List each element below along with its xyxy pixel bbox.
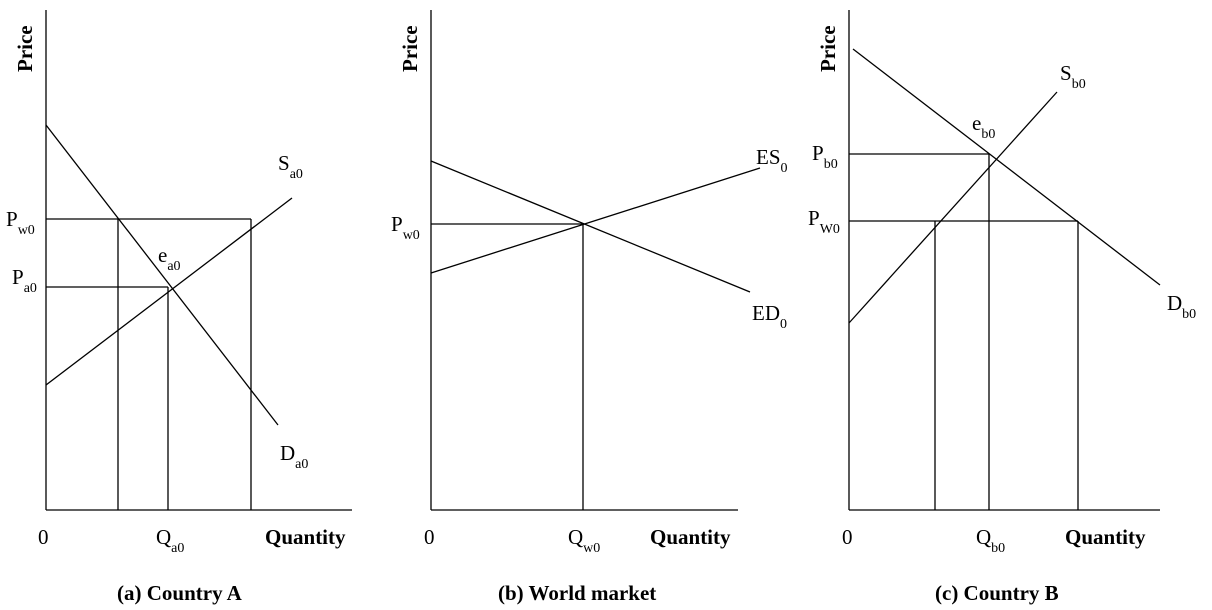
origin-label-a: 0 [38,525,49,549]
quantity-label-b: Qw0 [568,525,600,556]
supply-label-a: Sa0 [278,151,303,182]
quantity-axis-label-a: Quantity [265,525,346,549]
caption-c: (c) Country B [935,581,1059,605]
quantity-label-a: Qa0 [156,525,184,556]
equilibrium-label-c: eb0 [972,111,995,142]
supply-curve-a [45,197,293,386]
demand-label-a: Da0 [280,441,308,472]
panel-world-market: Price Quantity 0 ES0 ED0 Pw0 Qw0 (b) Wor… [391,10,788,605]
quantity-axis-label-c: Quantity [1065,525,1146,549]
origin-label-b: 0 [424,525,435,549]
excess-demand-curve [430,160,751,293]
price-axis-label-a: Price [13,25,37,72]
excess-supply-curve [430,167,761,274]
excess-demand-label: ED0 [752,301,787,332]
world-price-label-b: Pw0 [391,212,420,243]
demand-label-c: Db0 [1167,291,1196,322]
origin-label-c: 0 [842,525,853,549]
world-price-label-a: Pw0 [6,207,35,238]
caption-b: (b) World market [498,581,656,605]
equilibrium-label-a: ea0 [158,243,181,274]
quantity-axis-label-b: Quantity [650,525,731,549]
demand-curve-c [852,48,1161,286]
autarky-price-label-c: Pb0 [812,141,838,172]
autarky-price-label-a: Pa0 [12,265,37,296]
price-axis-label-c: Price [816,25,840,72]
supply-label-c: Sb0 [1060,61,1086,92]
excess-supply-label: ES0 [756,145,788,176]
panel-country-b: Price Quantity 0 Sb0 Db0 eb0 Pb0 PW0 Qb0… [808,10,1196,605]
caption-a: (a) Country A [117,581,243,605]
price-axis-label-b: Price [398,25,422,72]
demand-curve-a [45,124,279,426]
panel-country-a: Price Quantity 0 Sa0 Da0 ea0 Pw0 Pa0 Qa0… [6,10,352,605]
world-price-label-c: PW0 [808,206,840,237]
supply-curve-c [848,91,1058,324]
quantity-label-c: Qb0 [976,525,1005,556]
